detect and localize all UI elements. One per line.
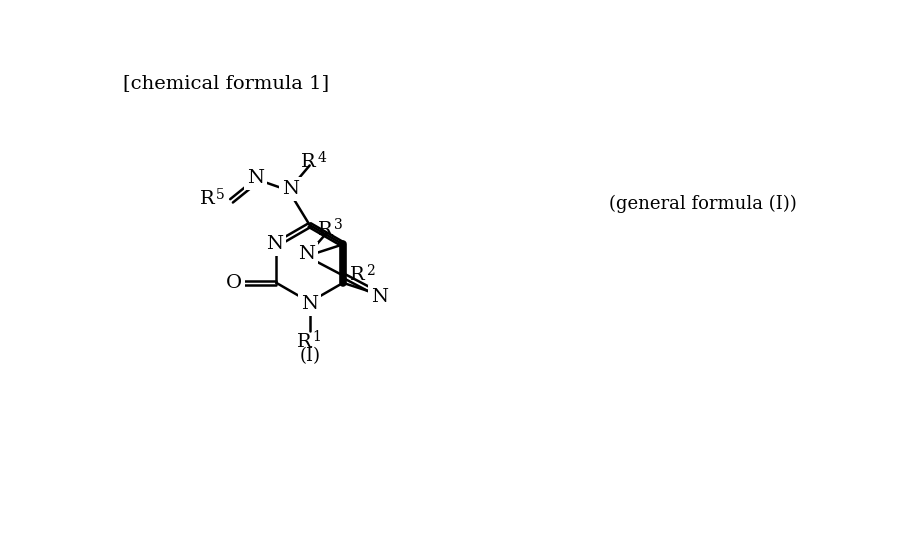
Text: R: R <box>301 153 316 171</box>
Text: 1: 1 <box>313 330 322 344</box>
Text: R: R <box>350 266 365 285</box>
Text: R: R <box>200 191 214 208</box>
Text: N: N <box>371 288 388 306</box>
Text: 2: 2 <box>366 264 375 278</box>
Text: R: R <box>296 333 311 351</box>
Text: R: R <box>318 221 332 239</box>
Text: N: N <box>282 180 299 198</box>
Text: 4: 4 <box>317 151 326 165</box>
Text: N: N <box>247 169 264 187</box>
Text: N: N <box>267 235 283 253</box>
Text: 3: 3 <box>334 218 343 233</box>
Text: (I): (I) <box>299 347 320 365</box>
Text: O: O <box>226 274 242 292</box>
Text: [chemical formula 1]: [chemical formula 1] <box>123 74 329 92</box>
Text: (general formula (I)): (general formula (I)) <box>608 195 796 213</box>
Text: 5: 5 <box>216 188 225 202</box>
Text: N: N <box>301 295 318 312</box>
Text: N: N <box>298 245 315 263</box>
